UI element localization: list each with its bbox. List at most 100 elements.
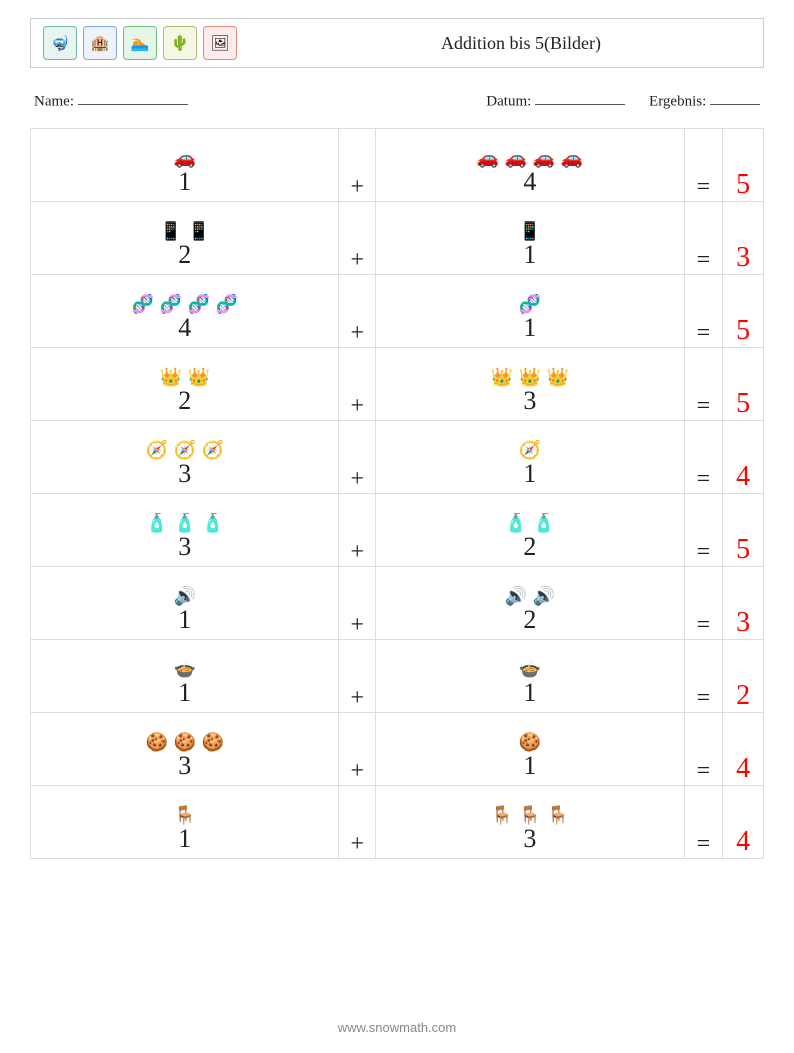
answer-cell: 5	[723, 129, 764, 202]
picture-group: 👑👑	[31, 360, 338, 388]
operand-number: 1	[376, 461, 683, 493]
operand-cell: 🧴🧴🧴3	[31, 494, 339, 567]
answer-cell: 3	[723, 567, 764, 640]
swim-icon: 🏊	[123, 26, 157, 60]
picture-icon: 🪑	[546, 804, 570, 826]
picture-icon: 📱	[187, 220, 211, 242]
plus-operator: +	[339, 567, 376, 640]
plus-operator: +	[339, 421, 376, 494]
operand-number: 1	[376, 753, 683, 785]
problem-row: 🧬🧬🧬🧬4+🧬1=5	[31, 275, 764, 348]
problem-row: 📱📱2+📱1=3	[31, 202, 764, 275]
operand-number: 2	[31, 242, 338, 274]
operand-number: 3	[31, 534, 338, 566]
picture-group: 🧬🧬🧬🧬	[31, 287, 338, 315]
operand-cell: 🧴🧴2	[376, 494, 684, 567]
picture-icon: 🧴	[173, 512, 197, 534]
picture-icon: 👑	[187, 366, 211, 388]
picture-icon: 🍪	[173, 731, 197, 753]
operand-number: 2	[31, 388, 338, 420]
picture-group: 🧴🧴🧴	[31, 506, 338, 534]
problem-row: 🔊1+🔊🔊2=3	[31, 567, 764, 640]
operand-number: 2	[376, 607, 683, 639]
operand-number: 1	[31, 826, 338, 858]
date-field: Datum:	[486, 90, 625, 110]
picture-group: 🔊🔊	[376, 579, 683, 607]
picture-icon: 👑	[518, 366, 542, 388]
picture-icon: 🍪	[145, 731, 169, 753]
operand-cell: 🔊1	[31, 567, 339, 640]
plus-operator: +	[339, 713, 376, 786]
picture-icon: 🧬	[131, 293, 155, 315]
header-bar: 🤿🏨🏊🌵🖼 Addition bis 5(Bilder)	[30, 18, 764, 68]
hotel-icon: 🏨	[83, 26, 117, 60]
picture-group: 🪑	[31, 798, 338, 826]
operand-cell: 🚗1	[31, 129, 339, 202]
operand-number: 1	[376, 242, 683, 274]
picture-icon: 🧴	[532, 512, 556, 534]
picture-group: 🧭🧭🧭	[31, 433, 338, 461]
result-blank[interactable]	[710, 90, 760, 105]
picture-icon: 🧬	[215, 293, 239, 315]
picture-icon: 🧭	[145, 439, 169, 461]
name-blank[interactable]	[78, 90, 188, 105]
date-blank[interactable]	[535, 90, 625, 105]
operand-cell: 🔊🔊2	[376, 567, 684, 640]
picture-icon: 👑	[159, 366, 183, 388]
plus-operator: +	[339, 202, 376, 275]
operand-cell: 🍪1	[376, 713, 684, 786]
operand-cell: 🍪🍪🍪3	[31, 713, 339, 786]
picture-icon: 🚗	[560, 147, 584, 169]
worksheet-title: Addition bis 5(Bilder)	[441, 33, 751, 54]
operand-cell: 🧭1	[376, 421, 684, 494]
answer-cell: 5	[723, 348, 764, 421]
plus-operator: +	[339, 275, 376, 348]
snorkel-icon: 🤿	[43, 26, 77, 60]
equals-operator: =	[684, 640, 723, 713]
operand-cell: 🪑1	[31, 786, 339, 859]
answer-cell: 4	[723, 421, 764, 494]
picture-group: 📱	[376, 214, 683, 242]
answer-cell: 3	[723, 202, 764, 275]
operand-number: 1	[31, 607, 338, 639]
answer-cell: 4	[723, 713, 764, 786]
name-field: Name:	[34, 90, 188, 110]
picture-group: 🧴🧴	[376, 506, 683, 534]
picture-icon: 🍪	[518, 731, 542, 753]
picture-icon: 🔊	[504, 585, 528, 607]
problems-table: 🚗1+🚗🚗🚗🚗4=5📱📱2+📱1=3🧬🧬🧬🧬4+🧬1=5👑👑2+👑👑👑3=5🧭🧭…	[30, 128, 764, 859]
equals-operator: =	[684, 275, 723, 348]
picture-group: 🚗	[31, 141, 338, 169]
picture-icon: 🔊	[173, 585, 197, 607]
picture-icon: 🪑	[173, 804, 197, 826]
equals-operator: =	[684, 567, 723, 640]
picture-icon: 🚗	[532, 147, 556, 169]
problem-row: 🍲1+🍲1=2	[31, 640, 764, 713]
equals-operator: =	[684, 786, 723, 859]
operand-number: 3	[31, 461, 338, 493]
equals-operator: =	[684, 202, 723, 275]
picture-icon: 🧴	[145, 512, 169, 534]
picture-icon: 🪑	[490, 804, 514, 826]
result-field: Ergebnis:	[649, 90, 760, 110]
answer-cell: 2	[723, 640, 764, 713]
problem-row: 🪑1+🪑🪑🪑3=4	[31, 786, 764, 859]
picture-icon: 🧬	[518, 293, 542, 315]
plus-operator: +	[339, 640, 376, 713]
meta-row: Name: Datum: Ergebnis:	[34, 90, 760, 110]
operand-number: 3	[376, 826, 683, 858]
picture-icon: 👑	[546, 366, 570, 388]
plus-operator: +	[339, 494, 376, 567]
plus-operator: +	[339, 129, 376, 202]
operand-cell: 🧭🧭🧭3	[31, 421, 339, 494]
picture-group: 🍪🍪🍪	[31, 725, 338, 753]
picture-icon: 🧬	[159, 293, 183, 315]
operand-cell: 🚗🚗🚗🚗4	[376, 129, 684, 202]
picture-group: 🍪	[376, 725, 683, 753]
picture-icon: 👑	[490, 366, 514, 388]
operand-cell: 👑👑2	[31, 348, 339, 421]
operand-cell: 📱📱2	[31, 202, 339, 275]
problem-row: 🧭🧭🧭3+🧭1=4	[31, 421, 764, 494]
operand-number: 1	[31, 680, 338, 712]
worksheet-page: 🤿🏨🏊🌵🖼 Addition bis 5(Bilder) Name: Datum…	[0, 0, 794, 1053]
